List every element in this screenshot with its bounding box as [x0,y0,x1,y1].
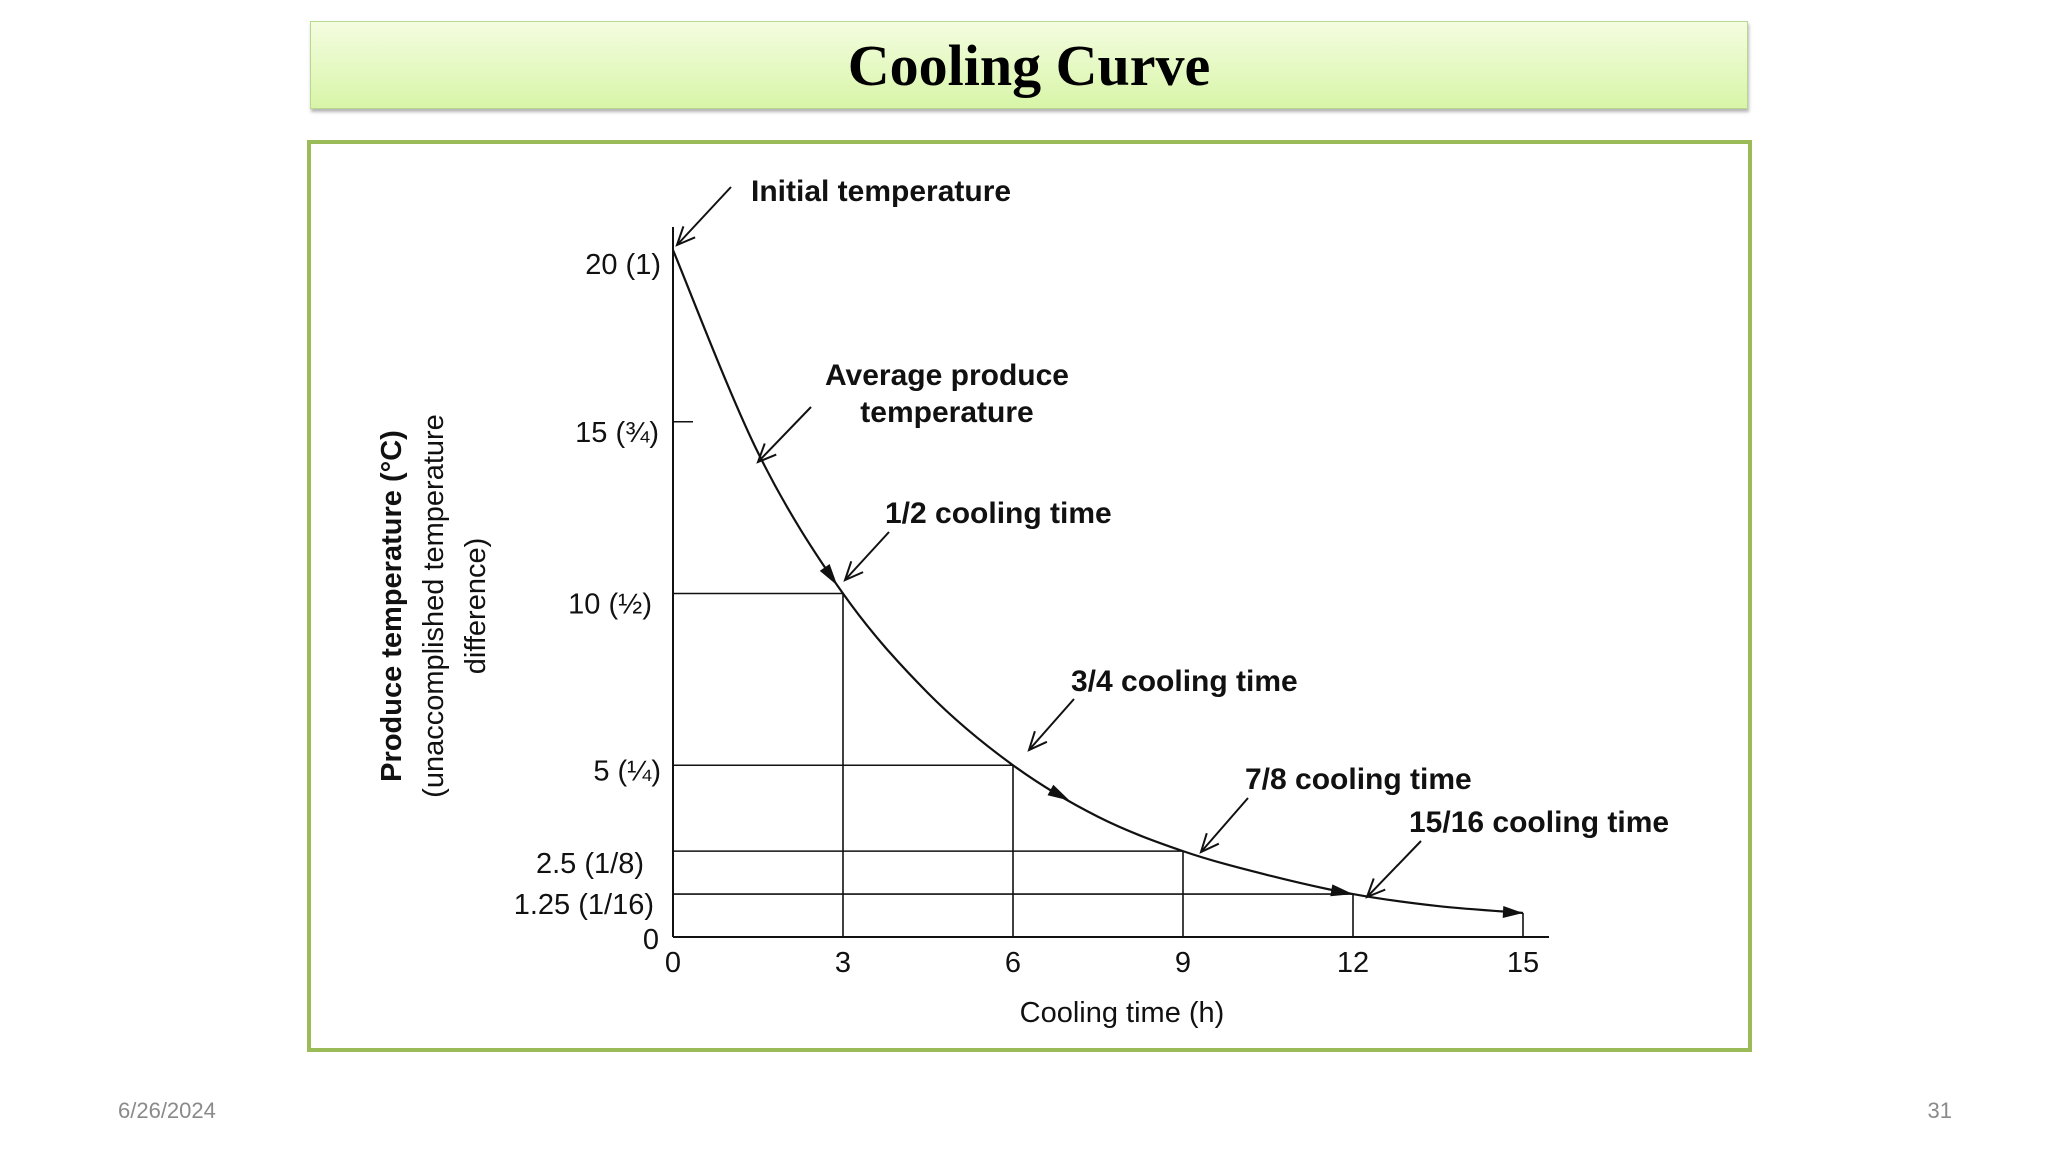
x-tick-label: 3 [835,947,851,979]
y-tick-label: 5 (¼) [593,755,661,787]
annotation-arrowhead [1365,878,1386,899]
annotation-label: Average produce [825,359,1069,392]
footer-page-number: 31 [1927,1098,1952,1123]
y-axis-title: Produce temperature (°C) [376,430,408,782]
curve-end-arrowhead [1502,905,1523,918]
annotation-leader-line [844,531,890,581]
y-axis-subtitle: (unaccomplished temperature [418,414,450,798]
y-tick-label: 10 (½) [568,589,652,621]
annotation-leader-line [1366,840,1422,898]
annotation-arrowhead [756,443,777,464]
curve-flow-arrowhead [1330,884,1353,897]
x-tick-label: 0 [665,947,681,979]
annotation-label: Initial temperature [751,175,1011,208]
annotation-arrowhead [843,561,864,582]
slide-title: Cooling Curve [847,32,1211,98]
x-tick-label: 15 [1507,947,1539,979]
annotation-leader-line [676,186,732,246]
curve-flow-arrowhead [1047,784,1070,801]
curve-flow-arrowhead [819,564,838,586]
y-tick-label: 1.25 (1/16) [514,889,654,921]
annotation-arrowhead [675,226,696,247]
chart-frame: 0 3 6 9 12 15 20 (1) 15 (¾) 10 (½) 5 (¼) 2.5 (1/8)… [307,140,1752,1052]
y-tick-label: 15 (¾) [575,417,659,449]
footer-date: 6/26/2024 [118,1098,216,1123]
annotation-arrowhead [1199,832,1220,854]
annotation-leader-line [1028,698,1075,751]
cooling-curve-line [671,249,1524,915]
annotation-label: 7/8 cooling time [1245,763,1472,796]
annotation-leader-line [757,406,812,463]
y-tick-label: 2.5 (1/8) [536,848,644,880]
annotation-arrowhead [1027,730,1048,752]
x-axis-title: Cooling time (h) [1020,997,1225,1029]
x-tick-label: 6 [1005,947,1021,979]
annotation-label: 1/2 cooling time [885,497,1112,530]
y-tick-label: 20 (1) [585,249,661,281]
y-tick-label: 0 [643,924,659,956]
annotation-label: temperature [860,396,1033,429]
annotation-label: 15/16 cooling time [1409,806,1669,839]
cooling-curve-chart: 0 3 6 9 12 15 20 (1) 15 (¾) 10 (½) 5 (¼) 2.5 (1/8)… [376,175,1669,1029]
y-axis-subtitle: difference) [460,538,492,675]
slide-title-bar: Cooling Curve [310,21,1748,109]
x-tick-label: 12 [1337,947,1369,979]
annotation-label: 3/4 cooling time [1071,665,1298,698]
x-tick-label: 9 [1175,947,1191,979]
annotation-leader-line [1200,797,1249,853]
